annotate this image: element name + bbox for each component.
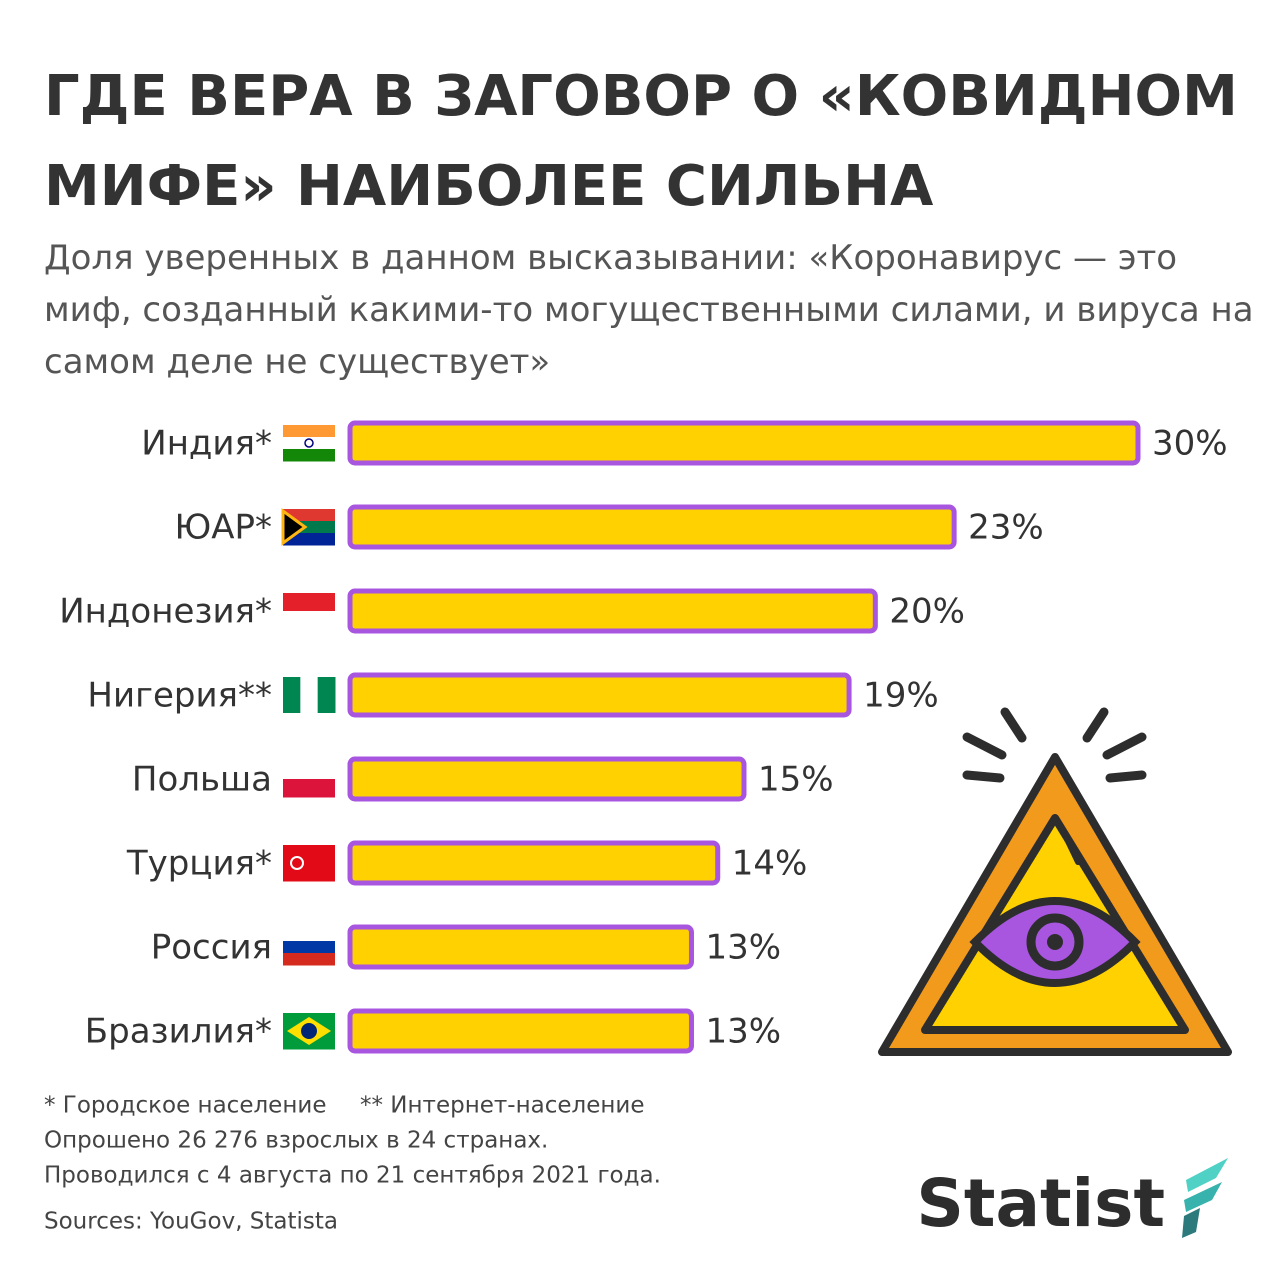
- bar: [347, 504, 957, 550]
- logo: Statist: [916, 1165, 1165, 1242]
- bar: [347, 840, 721, 886]
- flag-stripe: [283, 449, 335, 462]
- flag-stripe: [283, 533, 335, 546]
- bar: [347, 924, 694, 970]
- value-label: 15%: [758, 760, 834, 800]
- category-label: Турция*: [126, 844, 272, 884]
- flag-stripe: [283, 929, 335, 942]
- category-label: Бразилия*: [85, 1012, 272, 1052]
- footnote: Проводился с 4 августа по 21 сентября 20…: [44, 1163, 661, 1189]
- flag: [283, 425, 335, 462]
- bar: [347, 1008, 694, 1054]
- flag-shape: [301, 1023, 317, 1039]
- category-label: Индия*: [141, 424, 272, 464]
- flag: [283, 761, 335, 798]
- footnote: Опрошено 26 276 взрослых в 24 странах.: [44, 1128, 548, 1154]
- flag-stripe: [283, 425, 335, 438]
- bar: [347, 588, 878, 634]
- flag-stripe: [283, 779, 335, 798]
- flag: [281, 508, 335, 546]
- source: Sources: YouGov, Statista: [44, 1209, 338, 1235]
- value-label: 13%: [705, 1012, 781, 1052]
- flag-stripe: [283, 611, 335, 630]
- flag: [283, 677, 336, 713]
- flag-shape: [290, 856, 304, 870]
- category-label: Нигерия**: [87, 676, 272, 716]
- flag-stripe: [283, 593, 335, 612]
- value-label: 23%: [968, 508, 1044, 548]
- value-label: 14%: [732, 844, 808, 884]
- flag-shape: [304, 438, 314, 448]
- logo-icon: [1182, 1158, 1228, 1238]
- flag-stripe: [283, 761, 335, 780]
- flag-stripe: [317, 677, 336, 713]
- bar: [347, 756, 747, 802]
- category-label: ЮАР*: [175, 508, 272, 548]
- chart-subtitle: Доля уверенных в данном высказывании: «К…: [44, 238, 1254, 382]
- eye-icon: [878, 707, 1232, 1056]
- value-label: 20%: [889, 592, 965, 632]
- flag-stripe: [300, 677, 319, 713]
- flag: [283, 929, 335, 966]
- flag-stripe: [283, 437, 335, 450]
- bar: [347, 672, 852, 718]
- flag-stripe: [283, 677, 301, 713]
- value-label: 13%: [705, 928, 781, 968]
- flag: [283, 845, 335, 882]
- flag-stripe: [283, 953, 335, 966]
- flag-stripe: [283, 941, 335, 954]
- footnote: ** Интернет-население: [360, 1093, 645, 1119]
- category-label: Россия: [151, 928, 272, 968]
- flag: [283, 593, 335, 630]
- flag-stripe: [283, 509, 335, 522]
- flag-shape: [281, 508, 308, 546]
- flag: [283, 1013, 335, 1050]
- category-label: Польша: [132, 760, 272, 800]
- value-label: 19%: [863, 676, 939, 716]
- chart-title: ГДЕ ВЕРА В ЗАГОВОР О «КОВИДНОМ МИФЕ» НАИ…: [44, 64, 1238, 219]
- value-label: 30%: [1152, 424, 1228, 464]
- bar: [347, 420, 1141, 466]
- category-label: Индонезия*: [59, 592, 272, 632]
- footnote: * Городское население: [44, 1093, 326, 1119]
